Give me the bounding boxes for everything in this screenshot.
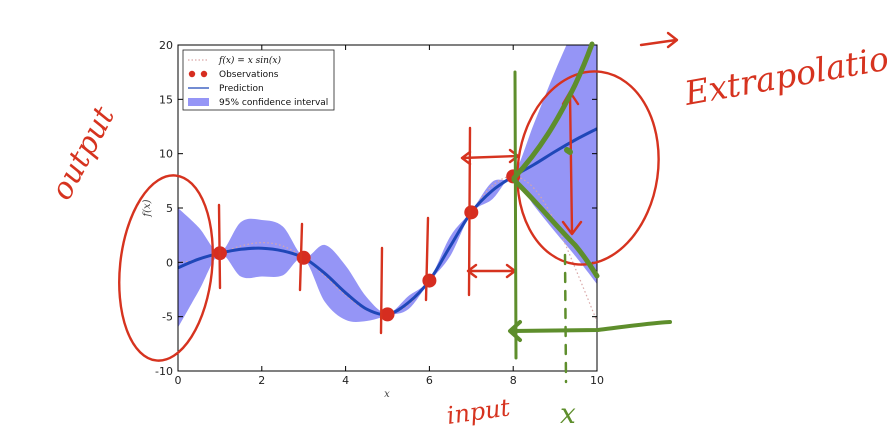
x-tick-label: 2 [258, 374, 265, 387]
legend-swatch-observation-2 [200, 70, 208, 78]
legend: f(x) = x sin(x) Observations Prediction … [182, 49, 335, 111]
legend-label-prediction: Prediction [219, 84, 264, 94]
pointer-arrow [639, 31, 679, 49]
y-axis-ticks: -10 -5 0 5 10 15 20 [155, 39, 597, 378]
observation-point [296, 250, 311, 265]
observation-point [380, 307, 395, 322]
plot-area [178, 45, 597, 328]
x-mark-label: x [560, 397, 576, 426]
confidence-band [178, 45, 597, 328]
green-vertical-bar [513, 70, 518, 360]
legend-label-band: 95% confidence interval [219, 98, 328, 108]
green-mid-dot [564, 147, 573, 155]
y-tick-label: 15 [159, 93, 173, 106]
obs-bar-1 [217, 203, 222, 290]
legend-label-observations: Observations [219, 70, 279, 80]
obs-bar-3 [379, 246, 384, 335]
x-tick-label: 6 [426, 374, 433, 387]
true-function-line [178, 175, 597, 322]
legend-swatch-band [188, 98, 209, 106]
y-tick-label: -5 [162, 311, 173, 324]
green-span-arrow [508, 320, 672, 342]
green-dash-line [563, 253, 568, 384]
x-axis-label: x [384, 389, 390, 400]
y-tick-label: 5 [166, 202, 173, 215]
green-upper-bound [511, 41, 595, 181]
legend-swatch-observation [188, 70, 196, 78]
x-tick-label: 4 [342, 374, 349, 387]
x-tick-label: 0 [175, 374, 182, 387]
output-circle [118, 174, 214, 362]
x-tick-label: 8 [510, 374, 517, 387]
output-label: output [44, 100, 122, 206]
y-axis-label: f(x) [142, 199, 153, 217]
x-axis-ticks: 0 2 4 6 8 10 [175, 45, 604, 387]
y-tick-label: -10 [155, 365, 173, 378]
green-lower-bound [511, 177, 600, 279]
legend-label-truth: f(x) = x sin(x) [218, 55, 282, 66]
y-tick-label: 20 [159, 39, 173, 52]
obs-bar-2 [298, 222, 304, 292]
y-tick-label: 0 [166, 256, 173, 269]
observation-point [464, 205, 479, 220]
observation-point [422, 273, 437, 288]
ink-green-annotations [508, 41, 672, 384]
x-tick-label: 10 [590, 374, 604, 387]
y-tick-label: 10 [159, 148, 173, 161]
extrapolation-label: Extrapolation [681, 35, 887, 113]
interval-arrow-bottom [466, 263, 517, 279]
obs-bar-4 [424, 216, 430, 302]
input-label: input [445, 393, 512, 426]
obs-bar-5 [467, 126, 472, 297]
extrapolation-circle [516, 70, 660, 266]
